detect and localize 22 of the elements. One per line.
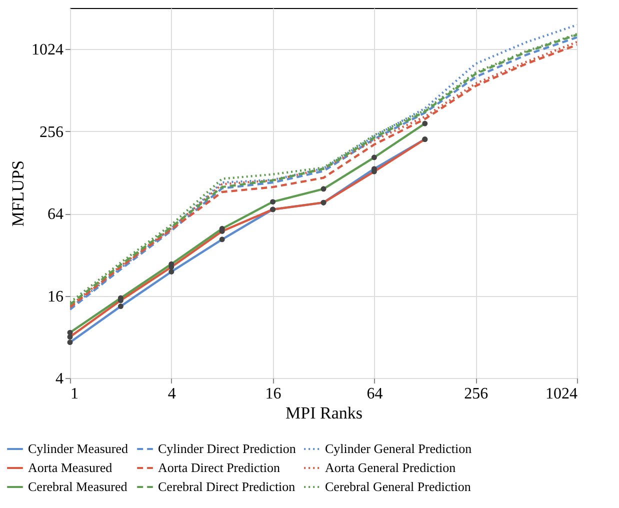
legend-label: Aorta General Prediction bbox=[325, 460, 456, 475]
x-tick-label: 256 bbox=[464, 386, 488, 402]
x-tick-label: 4 bbox=[168, 386, 176, 402]
x-tick-label: 1 bbox=[70, 386, 78, 402]
y-tick-label: 64 bbox=[48, 206, 64, 224]
legend-label: Cerebral General Prediction bbox=[325, 479, 472, 494]
legend-label: Cerebral Direct Prediction bbox=[158, 479, 296, 494]
x-tick-label: 16 bbox=[265, 386, 282, 402]
legend-label: Cylinder Measured bbox=[28, 441, 128, 456]
x-axis-title: MPI Ranks bbox=[286, 404, 362, 422]
y-tick-label: 1024 bbox=[32, 42, 64, 59]
y-axis-title: MFLUPS bbox=[8, 160, 28, 227]
y-tick-label: 16 bbox=[48, 288, 64, 306]
legend-label: Aorta Direct Prediction bbox=[158, 460, 281, 475]
x-tick-label: 1024 bbox=[546, 386, 578, 402]
y-tick-label: 256 bbox=[40, 124, 64, 141]
x-tick-label: 64 bbox=[366, 386, 383, 402]
y-tick-label: 4 bbox=[56, 370, 64, 388]
legend-label: Cylinder General Prediction bbox=[325, 441, 472, 456]
legend-label: Aorta Measured bbox=[28, 460, 113, 475]
legend-label: Cerebral Measured bbox=[28, 479, 128, 494]
legend-label: Cylinder Direct Prediction bbox=[158, 441, 296, 456]
